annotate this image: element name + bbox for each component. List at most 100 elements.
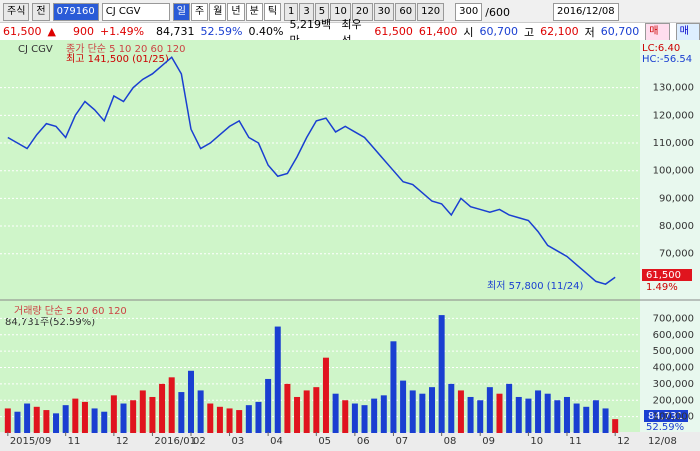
y-tick-label: 110,000 [653, 138, 694, 149]
lc: LC:6.40 [642, 43, 680, 54]
volume-bar [603, 408, 609, 433]
last-price: 61,500 [646, 270, 681, 281]
buy-button[interactable]: 매수 [645, 23, 669, 41]
volume-bar [227, 408, 233, 433]
x-tick-label: 03 [232, 436, 245, 447]
last-vol-pct: 52.59% [646, 422, 684, 433]
name[interactable]: CJ CGV [102, 3, 170, 21]
volume-bar [169, 377, 175, 433]
turnover: 0.40% [249, 25, 284, 38]
volume-bar [574, 404, 580, 433]
volume-bar [188, 371, 194, 433]
y-tick-label: 700,000 [653, 313, 694, 324]
volume-bar [593, 400, 599, 433]
x-tick-label: 07 [395, 436, 408, 447]
volume-bar [159, 384, 165, 433]
volume-bar [333, 394, 339, 433]
price-title: CJ CGV [18, 44, 53, 55]
toolbar-button[interactable]: 분 [246, 3, 263, 21]
y-tick-label: 400,000 [653, 363, 694, 374]
volume-bar [525, 399, 531, 433]
end-date: 12/08 [648, 436, 677, 447]
x-tick-label: 12 [617, 436, 630, 447]
x-tick-label: 06 [357, 436, 370, 447]
toolbar-button[interactable]: 일 [173, 3, 190, 21]
toolbar-button[interactable]: 60 [395, 3, 416, 21]
y-tick-label: 500,000 [653, 346, 694, 357]
volume-ratio: 52.59% [201, 25, 243, 38]
y-tick-label: 90,000 [659, 193, 694, 204]
volume-bar [448, 384, 454, 433]
y-tick-label: 300,000 [653, 379, 694, 390]
y-tick-label: 80,000 [659, 221, 694, 232]
chart: CJ CGV 종가 단순 5 10 20 60 120 최고 141,500 (… [0, 40, 700, 451]
code[interactable]: 079160 [53, 3, 99, 21]
volume-bar [362, 405, 368, 433]
volume-bar [612, 419, 618, 433]
x-tick-label: 02 [193, 436, 206, 447]
market[interactable]: 주식 [3, 3, 29, 21]
change-pct: +1.49% [100, 25, 144, 38]
volume-bar [564, 397, 570, 433]
sell-button[interactable]: 매도 [676, 23, 700, 41]
volume-bar [583, 407, 589, 433]
toolbar-button[interactable]: 주 [191, 3, 208, 21]
y-tick-label: 200,000 [653, 395, 694, 406]
volume-bar [63, 405, 69, 433]
volume: 84,731 [150, 25, 194, 38]
x-tick-label: 10 [530, 436, 543, 447]
date[interactable]: 2016/12/08 [553, 3, 619, 21]
volume-bar [207, 404, 213, 433]
volume-bar [149, 397, 155, 433]
plot-bg [0, 40, 640, 432]
x-tick-label: 11 [569, 436, 582, 447]
last-pct: 1.49% [646, 282, 678, 293]
x-tick-label: 2016/01 [154, 436, 196, 447]
volume-bar [458, 390, 464, 433]
count-max: /600 [485, 6, 510, 19]
volume-bar [342, 400, 348, 433]
toolbar-button[interactable]: 년 [227, 3, 244, 21]
y-tick-label: 600,000 [653, 330, 694, 341]
x-tick-label: 2015/09 [10, 436, 52, 447]
x-tick-label: 09 [482, 436, 495, 447]
change: 900 [62, 25, 94, 38]
y-tick-label: 100,000 [653, 166, 694, 177]
toolbar-button[interactable]: 월 [209, 3, 226, 21]
x-tick-label: 04 [270, 436, 283, 447]
volume-bar [323, 358, 329, 433]
volume-title: 거래량 단순 5 20 60 120 [14, 305, 127, 317]
x-axis-bg [0, 432, 700, 451]
volume-bar [554, 400, 560, 433]
toolbar-button[interactable]: 120 [417, 3, 444, 21]
volume-bar [506, 384, 512, 433]
volume-bar [439, 315, 445, 433]
volume-bar [468, 397, 474, 433]
periods: 일주월년분틱 [173, 3, 281, 21]
x-tick-label: 12 [116, 436, 129, 447]
volume-bar [72, 399, 78, 433]
volume-bar [545, 394, 551, 433]
y-tick-label: 120,000 [653, 110, 694, 121]
quote: 61,500 ▲ 900 +1.49% 84,731 52.59% 0.40% … [0, 22, 700, 40]
volume-bar [313, 387, 319, 433]
volume-bar [121, 404, 127, 433]
arrow: ▲ [48, 25, 56, 38]
high: 62,100 [540, 25, 579, 38]
toolbar-button[interactable]: 30 [374, 3, 395, 21]
volume-bar [371, 399, 377, 433]
x-tick-label: 08 [444, 436, 457, 447]
y-tick-label: 130,000 [653, 83, 694, 94]
x-tick-label: 11 [68, 436, 81, 447]
volume-bar [14, 412, 20, 433]
scope[interactable]: 전 [32, 3, 49, 21]
volume-bar [217, 407, 223, 433]
count[interactable]: 300 [455, 3, 482, 21]
volume-bar [352, 404, 358, 433]
volume-bar [246, 405, 252, 433]
low: 60,700 [601, 25, 640, 38]
y-tick-label: 100,000 [653, 412, 694, 423]
volume-bar [390, 341, 396, 433]
toolbar-button[interactable]: 틱 [264, 3, 281, 21]
volume-bar [178, 392, 184, 433]
